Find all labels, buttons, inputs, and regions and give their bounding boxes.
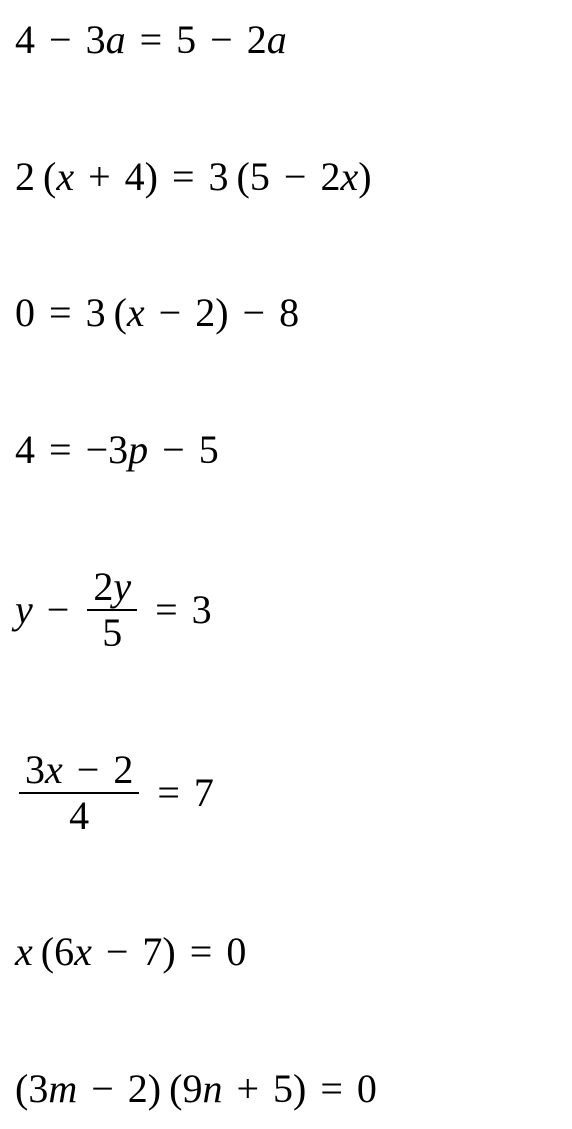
coefficient: 2	[15, 157, 35, 197]
operator-minus: −	[47, 590, 70, 630]
equation-4: 4 = − 3 p − 5	[15, 430, 557, 470]
variable-a: a	[267, 20, 287, 60]
variable-x: x	[127, 293, 145, 333]
paren-open: (	[41, 932, 54, 972]
coefficient: 3	[209, 157, 229, 197]
equation-3: 0 = 3 ( x − 2 ) − 8	[15, 293, 557, 333]
paren-open: (	[43, 157, 56, 197]
equation-6: 3x−2 4 = 7	[15, 750, 557, 836]
paren-close: )	[145, 157, 158, 197]
operator-minus: −	[159, 293, 182, 333]
operator-minus: −	[49, 20, 72, 60]
numerator: 2y	[87, 567, 137, 611]
variable-n: n	[202, 1069, 222, 1109]
coefficient: 6	[54, 932, 74, 972]
paren-open: (	[169, 1069, 182, 1109]
term: 8	[279, 293, 299, 333]
term: 0	[15, 293, 35, 333]
term: 7	[194, 773, 214, 813]
term: 5	[250, 157, 270, 197]
variable-p: p	[128, 430, 148, 470]
variable-x: x	[74, 932, 92, 972]
term: 2	[113, 747, 133, 792]
operator-minus: −	[91, 1069, 114, 1109]
variable-y: y	[15, 590, 33, 630]
operator-minus: −	[284, 157, 307, 197]
coefficient: 3	[25, 747, 45, 792]
operator-minus: −	[243, 293, 266, 333]
term: 4	[15, 430, 35, 470]
operator-minus: −	[210, 20, 233, 60]
coefficient: 2	[93, 564, 113, 609]
term: 0	[357, 1069, 377, 1109]
coefficient: 3	[108, 430, 128, 470]
equals-sign: =	[155, 590, 178, 630]
equals-sign: =	[157, 773, 180, 813]
operator-negative: −	[86, 430, 109, 470]
operator-minus: −	[77, 747, 100, 792]
variable-a: a	[106, 20, 126, 60]
equals-sign: =	[190, 932, 213, 972]
equals-sign: =	[140, 20, 163, 60]
paren-open: (	[15, 1069, 28, 1109]
coefficient: 9	[182, 1069, 202, 1109]
denominator: 4	[63, 794, 95, 836]
equals-sign: =	[49, 293, 72, 333]
fraction: 2y 5	[87, 567, 137, 653]
term: 2	[195, 293, 215, 333]
operator-minus: −	[106, 932, 129, 972]
term: 7	[142, 932, 162, 972]
variable-x: x	[45, 747, 63, 792]
operator-plus: +	[88, 157, 111, 197]
variable-m: m	[48, 1069, 77, 1109]
term: 5	[199, 430, 219, 470]
equals-sign: =	[172, 157, 195, 197]
equation-2: 2 ( x + 4 ) = 3 ( 5 − 2 x )	[15, 157, 557, 197]
term: 3	[192, 590, 212, 630]
term: 2	[128, 1069, 148, 1109]
equation-5: y − 2y 5 = 3	[15, 567, 557, 653]
operator-minus: −	[162, 430, 185, 470]
fraction: 3x−2 4	[19, 750, 139, 836]
paren-close: )	[358, 157, 371, 197]
variable-x: x	[340, 157, 358, 197]
coefficient: 2	[247, 20, 267, 60]
term: 5	[273, 1069, 293, 1109]
term: 0	[226, 932, 246, 972]
paren-close: )	[215, 293, 228, 333]
equation-8: ( 3 m − 2 ) ( 9 n + 5 ) = 0	[15, 1069, 557, 1109]
coefficient: 2	[320, 157, 340, 197]
term: 4	[125, 157, 145, 197]
variable-x: x	[56, 157, 74, 197]
paren-close: )	[162, 932, 175, 972]
equals-sign: =	[320, 1069, 343, 1109]
coefficient: 3	[86, 20, 106, 60]
operator-plus: +	[236, 1069, 259, 1109]
coefficient: 3	[28, 1069, 48, 1109]
equals-sign: =	[49, 430, 72, 470]
paren-close: )	[293, 1069, 306, 1109]
numerator: 3x−2	[19, 750, 139, 794]
paren-open: (	[237, 157, 250, 197]
paren-close: )	[148, 1069, 161, 1109]
equation-1: 4 − 3 a = 5 − 2 a	[15, 20, 557, 60]
term: 5	[176, 20, 196, 60]
variable-y: y	[113, 564, 131, 609]
paren-open: (	[114, 293, 127, 333]
denominator: 5	[96, 611, 128, 653]
equation-7: x ( 6 x − 7 ) = 0	[15, 932, 557, 972]
coefficient: 3	[86, 293, 106, 333]
term: 4	[15, 20, 35, 60]
variable-x: x	[15, 932, 33, 972]
